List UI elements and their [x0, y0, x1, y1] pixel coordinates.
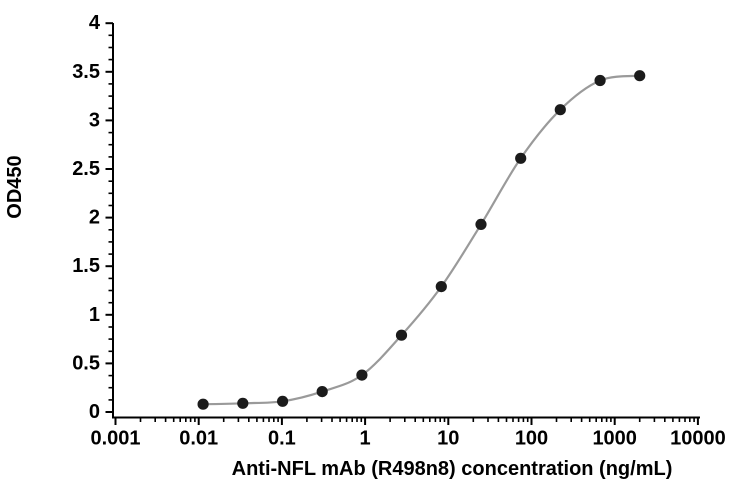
- data-point: [515, 152, 527, 164]
- data-point: [237, 397, 249, 409]
- plot-area: 0 0.5 1 1.5 2 2.5 3 3.5 4 0.001 0.01 0.1 1 10 100 1000 1…: [72, 12, 726, 449]
- y-axis-title: OD450: [4, 155, 26, 218]
- data-point: [554, 104, 566, 116]
- data-point: [197, 398, 209, 410]
- data-point: [634, 70, 646, 82]
- x-tick-label: 1: [360, 428, 371, 450]
- data-point: [435, 281, 447, 293]
- x-tick-label: 100: [515, 428, 548, 450]
- data-point: [395, 329, 408, 341]
- data-point: [594, 74, 606, 87]
- data-point: [356, 369, 368, 381]
- data-point: [316, 386, 328, 398]
- y-tick-label: 0.5: [72, 352, 100, 374]
- axis-spines: [112, 23, 700, 419]
- y-tick-label: 2.5: [72, 158, 100, 180]
- y-tick-label: 3.5: [72, 61, 100, 83]
- y-tick-label: 1: [89, 304, 100, 326]
- x-tick-label: 1000: [592, 428, 637, 450]
- y-tick-label: 4: [89, 12, 101, 34]
- y-tick-label: 1.5: [72, 255, 100, 277]
- x-tick-label: 0.001: [90, 428, 140, 450]
- y-tick-label: 2: [89, 207, 100, 229]
- x-tick-label: 10: [437, 428, 459, 450]
- x-tick-label: 10000: [670, 428, 726, 450]
- x-tick-label: 0.01: [179, 428, 218, 450]
- x-tick-label: 0.1: [268, 428, 296, 450]
- y-tick-label: 3: [89, 109, 100, 131]
- y-tick-label: 0: [89, 401, 100, 423]
- x-axis-title: Anti-NFL mAb (R498n8) concentration (ng/…: [232, 458, 673, 480]
- data-point: [277, 395, 289, 407]
- data-point: [475, 218, 487, 230]
- fit-curve: [202, 74, 641, 406]
